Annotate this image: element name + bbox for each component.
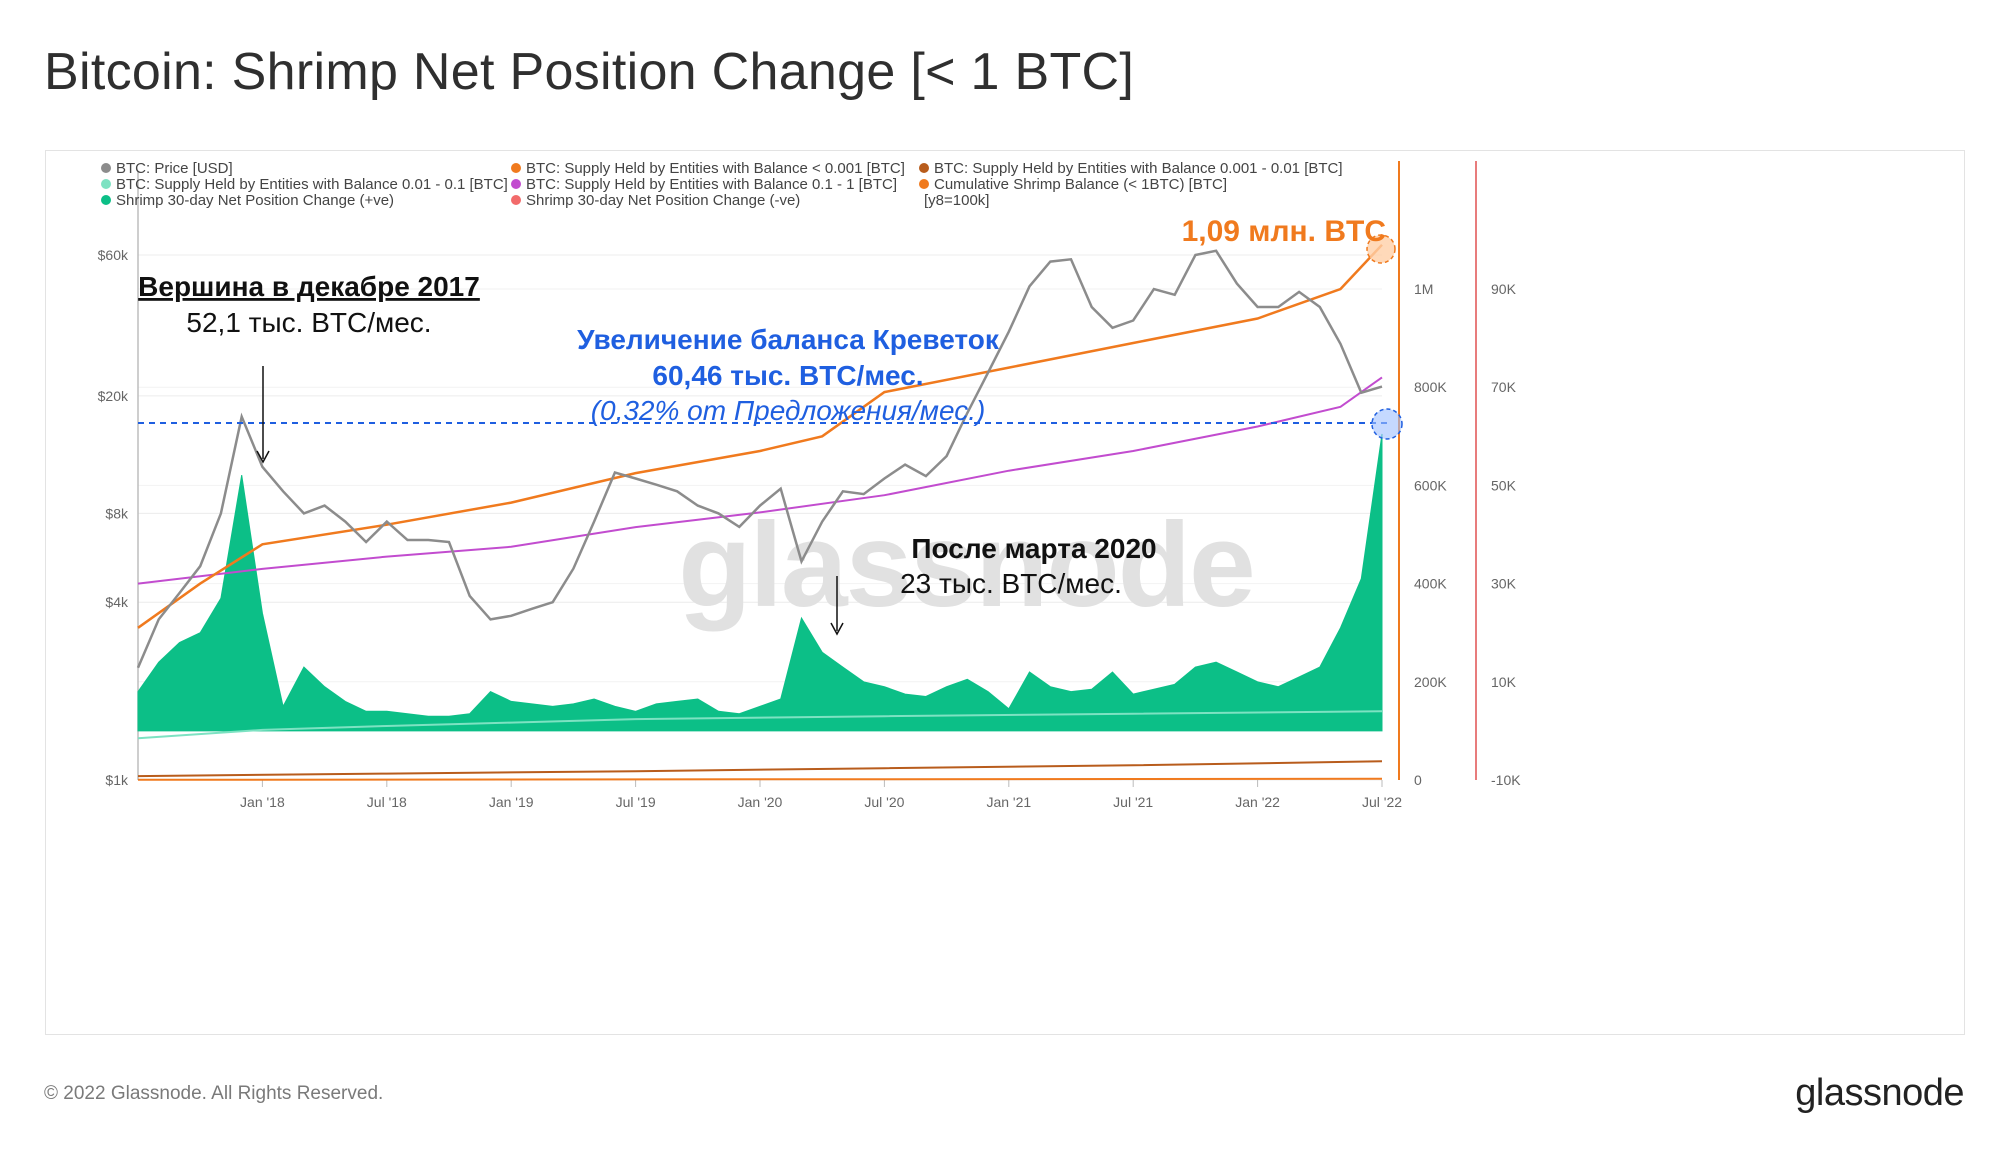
legend-label: BTC: Supply Held by Entities with Balanc… [526, 160, 905, 177]
y-right1-tick-label: 1M [1414, 281, 1433, 297]
footer-copyright: © 2022 Glassnode. All Rights Reserved. [44, 1083, 384, 1104]
cumulative-highlight-circle [1366, 234, 1396, 264]
y-right2-tick-label: -10K [1491, 772, 1521, 788]
legend-label: [y8=100k] [924, 192, 989, 209]
legend: BTC: Price [USD] BTC: Supply Held by Enti… [101, 160, 1343, 209]
legend-marker [919, 163, 929, 173]
y-right2-tick-label: 30K [1491, 576, 1517, 592]
chart-svg: glassnode BTC: Price [USD] BTC: Supply He… [98, 160, 1522, 810]
increase-highlight-circle [1371, 408, 1403, 440]
cumulative-label: 1,09 млн. BTC [1182, 215, 1386, 248]
march-arrow-head [830, 622, 844, 636]
axis-right-net-change: 90K 70K 50K 30K 10K -10K [1491, 281, 1521, 788]
legend-marker [101, 179, 111, 189]
legend-label: BTC: Price [USD] [116, 160, 233, 177]
y-left-tick-label: $20k [98, 388, 129, 404]
y-right2-tick-label: 10K [1491, 674, 1517, 690]
legend-marker [919, 179, 929, 189]
x-tick-label: Jan '20 [738, 794, 783, 810]
supply-0001-001-line [137, 760, 1383, 778]
march-title: После марта 2020 [911, 533, 1156, 564]
axis-x: Jan '18 Jul '18 Jan '19 Jul '19 Jan '20 Jul '… [240, 780, 1402, 810]
y-right1-tick-label: 200K [1414, 674, 1447, 690]
legend-label: Shrimp 30-day Net Position Change (+ve) [116, 192, 394, 209]
x-tick-label: Jul '18 [367, 794, 407, 810]
x-tick-label: Jul '20 [864, 794, 904, 810]
peak-value: 52,1 тыс. BTC/мес. [186, 307, 431, 338]
series-layer [136, 243, 1383, 781]
y-right2-tick-label: 70K [1491, 379, 1517, 395]
cumulative-shrimp-balance-line [137, 243, 1383, 629]
btc-price-line [136, 249, 1383, 669]
legend-label: Cumulative Shrimp Balance (< 1BTC) [BTC] [934, 176, 1227, 193]
y-right1-tick-label: 800K [1414, 379, 1447, 395]
page-title: Bitcoin: Shrimp Net Position Change [< 1… [44, 43, 1135, 101]
increase-line2: 60,46 тыс. BTC/мес. [652, 360, 923, 391]
y-left-tick-label: $1k [105, 772, 129, 788]
footer-logo: glassnode [1795, 1072, 1964, 1114]
x-tick-label: Jul '22 [1362, 794, 1402, 810]
supply-lt-0001-line [137, 777, 1383, 781]
chart-frame: glassnode BTC: Price [USD] BTC: Supply He… [45, 150, 1965, 1035]
y-right1-tick-label: 0 [1414, 772, 1422, 788]
legend-marker [101, 195, 111, 205]
legend-marker [511, 195, 521, 205]
increase-line1: Увеличение баланса Креветок [577, 324, 1000, 355]
peak-title: Вершина в декабре 2017 [138, 271, 480, 302]
legend-marker [101, 163, 111, 173]
watermark: glassnode [678, 498, 1254, 632]
axis-right-supply: 1M 800K 600K 400K 200K 0 [1414, 281, 1447, 788]
x-tick-label: Jan '22 [1235, 794, 1280, 810]
x-tick-label: Jan '21 [986, 794, 1031, 810]
legend-marker [511, 179, 521, 189]
legend-marker [511, 163, 521, 173]
increase-line3: (0,32% от Предложения/мес.) [591, 395, 986, 426]
legend-label: BTC: Supply Held by Entities with Balanc… [116, 176, 508, 193]
y-left-tick-label: $4k [105, 594, 129, 610]
march-value: 23 тыс. BTC/мес. [900, 568, 1122, 599]
peak-arrow-head [256, 450, 270, 464]
y-left-tick-label: $8k [105, 505, 129, 521]
legend-label: BTC: Supply Held by Entities with Balanc… [526, 176, 897, 193]
y-right1-tick-label: 400K [1414, 576, 1447, 592]
x-tick-label: Jan '18 [240, 794, 285, 810]
axis-left: $60k $20k $8k $4k $1k [98, 247, 129, 788]
x-tick-label: Jul '19 [616, 794, 656, 810]
y-right2-tick-label: 50K [1491, 477, 1517, 493]
y-left-tick-label: $60k [98, 247, 129, 263]
annotations: Вершина в декабре 2017 52,1 тыс. BTC/мес.… [138, 215, 1403, 636]
x-tick-label: Jan '19 [489, 794, 534, 810]
supply-001-01-line [137, 710, 1383, 740]
y-right1-tick-label: 600K [1414, 477, 1447, 493]
y-right2-tick-label: 90K [1491, 281, 1517, 297]
net-position-change-area [137, 433, 1383, 732]
x-tick-label: Jul '21 [1113, 794, 1153, 810]
legend-label: Shrimp 30-day Net Position Change (-ve) [526, 192, 800, 209]
legend-label: BTC: Supply Held by Entities with Balanc… [934, 160, 1343, 177]
